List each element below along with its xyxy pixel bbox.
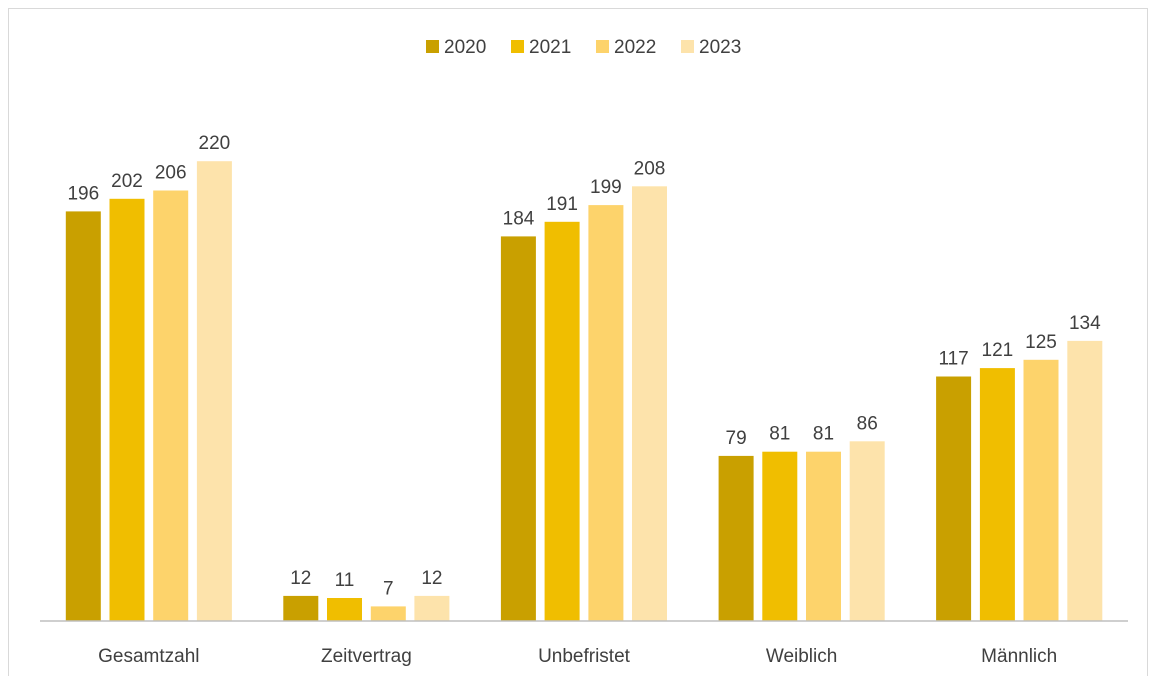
data-label: 202 <box>111 171 143 192</box>
bar-unbefristet-2022 <box>588 205 624 621</box>
legend-swatch <box>426 40 439 53</box>
bar-weiblich-2020 <box>718 455 754 621</box>
bar-weiblich-2022 <box>806 451 841 621</box>
data-label: 196 <box>67 183 99 204</box>
legend-swatch <box>681 40 694 53</box>
bar-gesamtzahl-2021 <box>109 198 145 622</box>
data-label: 191 <box>546 194 578 215</box>
category-label: Zeitvertrag <box>321 646 412 667</box>
bar-gesamtzahl-2022 <box>153 190 189 621</box>
data-label: 86 <box>857 413 878 434</box>
legend-swatch <box>596 40 609 53</box>
bar-zeitvertrag-2022 <box>370 606 406 621</box>
legend: 2020 2021 2022 2023 <box>426 37 741 58</box>
category-label: Männlich <box>981 646 1057 667</box>
bar-unbefristet-2021 <box>544 221 580 622</box>
bar-weiblich-2021 <box>762 451 798 621</box>
bars <box>65 161 1103 622</box>
legend-label: 2021 <box>529 37 571 58</box>
category-label: Gesamtzahl <box>98 646 199 667</box>
bar-unbefristet-2023 <box>632 186 667 622</box>
legend-swatch <box>511 40 524 53</box>
data-label: 7 <box>383 578 394 599</box>
legend-label: 2023 <box>699 37 741 58</box>
bar-männlich-2023 <box>1067 340 1103 621</box>
bar-männlich-2021 <box>979 368 1015 621</box>
legend-label: 2022 <box>614 37 656 58</box>
data-label: 184 <box>503 208 535 229</box>
bar-gesamtzahl-2023 <box>196 161 232 621</box>
bar-unbefristet-2020 <box>500 236 536 621</box>
data-label: 134 <box>1069 313 1101 334</box>
data-label: 81 <box>769 424 790 445</box>
data-label: 208 <box>634 158 666 179</box>
data-label: 206 <box>155 163 187 184</box>
category-labels: Gesamtzahl Zeitvertrag Unbefristet Weiblich… <box>98 646 1057 667</box>
category-label: Unbefristet <box>538 646 631 667</box>
data-label: 79 <box>726 428 747 449</box>
bar-gesamtzahl-2020 <box>65 211 101 621</box>
bar-weiblich-2023 <box>849 441 885 621</box>
data-label: 81 <box>813 424 834 445</box>
data-label: 12 <box>290 568 311 589</box>
legend-label: 2020 <box>444 37 486 58</box>
data-label: 12 <box>421 568 442 589</box>
category-label: Weiblich <box>766 646 837 667</box>
bar-zeitvertrag-2023 <box>414 595 450 621</box>
data-label: 117 <box>938 349 968 370</box>
bar-männlich-2022 <box>1023 359 1059 622</box>
bar-männlich-2020 <box>936 376 972 621</box>
data-label: 121 <box>982 340 1014 361</box>
data-label: 11 <box>335 570 355 591</box>
data-label: 220 <box>199 133 231 154</box>
bar-zeitvertrag-2021 <box>327 598 362 621</box>
data-label: 125 <box>1025 332 1057 353</box>
bar-zeitvertrag-2020 <box>283 595 319 621</box>
data-label: 199 <box>590 177 622 198</box>
